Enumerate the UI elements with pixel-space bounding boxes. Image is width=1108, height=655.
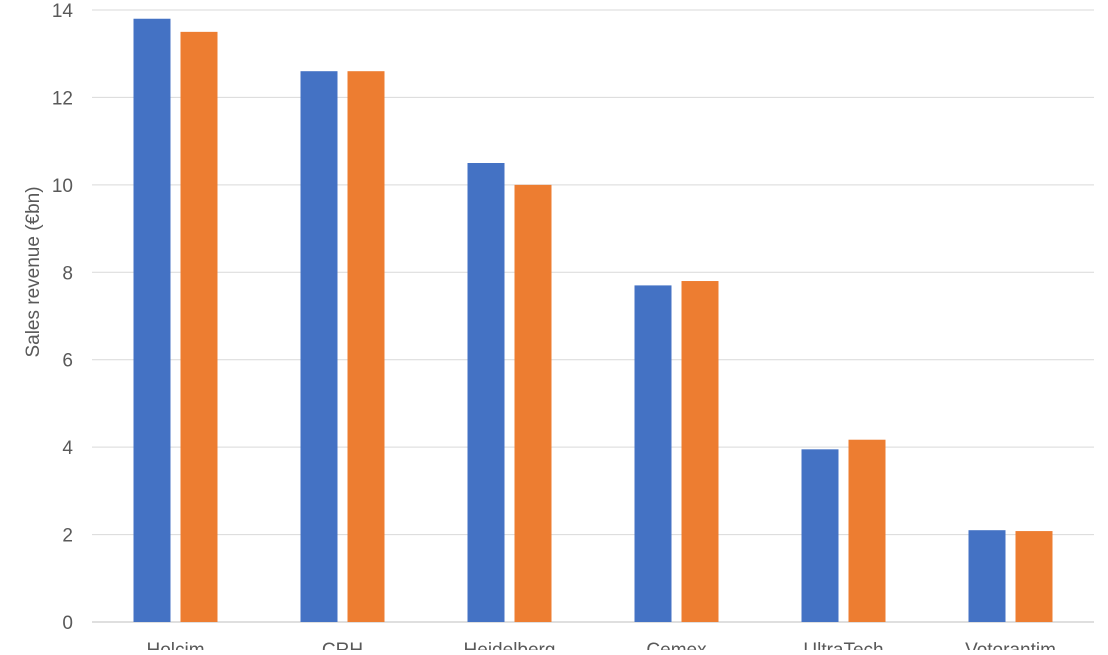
y-tick-label: 0 xyxy=(62,613,73,634)
bar-ultratech-series-2 xyxy=(848,439,886,622)
y-tick-label: 2 xyxy=(62,526,73,547)
x-category-label: CRH xyxy=(322,640,363,650)
bar-holcim-series-2 xyxy=(180,31,218,623)
y-tick-label: 14 xyxy=(52,1,74,22)
bar-votorantim-series-2 xyxy=(1015,531,1053,622)
bar-heidelberg-series-1 xyxy=(467,163,505,622)
x-category-label: Cemex xyxy=(646,640,707,650)
y-axis-title: Sales revenue (€bn) xyxy=(23,186,44,357)
bar-holcim-series-1 xyxy=(133,18,171,622)
y-axis-ticks: 0 2 4 6 8 10 12 14 xyxy=(52,1,74,634)
y-tick-label: 8 xyxy=(62,263,73,284)
bar-crh-series-1 xyxy=(300,71,338,622)
x-category-label: UltraTech xyxy=(803,640,883,650)
bar-ultratech-series-1 xyxy=(801,449,839,622)
y-tick-label: 10 xyxy=(52,176,73,197)
x-axis-categories: Holcim CRH Heidelberg Cemex UltraTech Votoran… xyxy=(146,640,1056,655)
bar-cemex-series-1 xyxy=(634,285,672,622)
bar-votorantim-series-1 xyxy=(968,530,1006,622)
bars xyxy=(133,18,1053,623)
bar-heidelberg-series-2 xyxy=(514,184,552,622)
x-category-label: Heidelberg xyxy=(464,640,556,650)
bar-crh-series-2 xyxy=(347,71,385,622)
y-tick-label: 12 xyxy=(52,88,73,109)
x-category-label: Holcim xyxy=(146,640,204,650)
x-category-label: Votorantim xyxy=(965,640,1056,650)
y-tick-label: 4 xyxy=(62,438,73,459)
y-tick-label: 6 xyxy=(62,351,73,372)
bar-cemex-series-2 xyxy=(681,281,719,622)
gridlines xyxy=(92,9,1094,623)
